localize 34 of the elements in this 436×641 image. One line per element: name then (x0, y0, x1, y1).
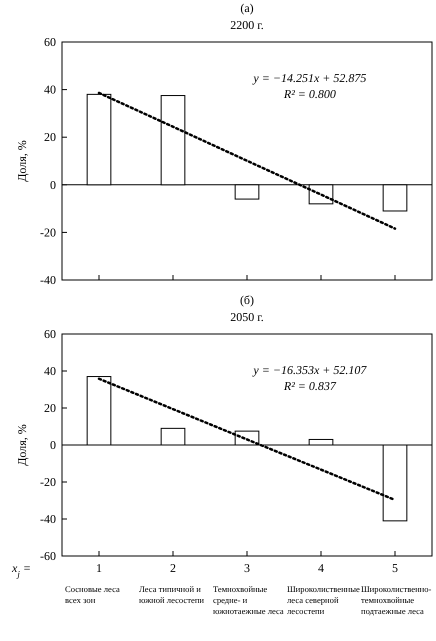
y-tick-label: 40 (44, 82, 56, 97)
text: Широколиственно-темнохвойные подтаежные леса (361, 584, 432, 616)
text: Леса типичной и южной лесостепи (139, 584, 204, 605)
x-axis-title: x$_{j}$ = (11, 561, 31, 579)
chart-subtitle: 2050 г. (230, 310, 264, 324)
y-tick-label: -20 (40, 225, 56, 240)
y-tick-label: 20 (44, 401, 56, 415)
y-tick-label: -40 (40, 512, 56, 526)
annotation: R² = 0.800 (282, 87, 336, 101)
annotation: R² = 0.837 (282, 379, 337, 393)
y-axis-title: Доля, % (15, 424, 29, 466)
y-tick-label: -20 (40, 475, 56, 489)
y-axis-title: Доля, % (15, 140, 29, 182)
annotation: y = −14.251x + 52.875 (252, 71, 366, 85)
chart-subtitle: 2200 г. (230, 18, 264, 32)
chart-title: (а) (240, 1, 254, 15)
x-tick-label: 2 (170, 561, 176, 575)
y-tick-label: 40 (44, 364, 56, 378)
x-tick-label: 3 (244, 561, 250, 575)
chart-title: (б) (240, 293, 254, 307)
text: Темнохвойные средне- и южнотаежные леса (213, 584, 284, 616)
y-tick-label: 20 (44, 130, 56, 144)
x-tick-label: 4 (318, 561, 324, 575)
text: Сосновые леса всех зон (65, 584, 120, 605)
y-tick-label: 60 (44, 35, 56, 49)
y-tick-label: 60 (44, 327, 56, 341)
x-tick-label: 5 (392, 561, 398, 575)
text: Широколиственные леса северной лесостепи (287, 584, 360, 616)
x-tick-label: 1 (96, 561, 102, 575)
y-tick-label: -40 (40, 273, 56, 287)
y-tick-label: -60 (40, 549, 56, 563)
annotation: y = −16.353x + 52.107 (252, 363, 368, 377)
y-tick-label: 0 (50, 178, 56, 192)
y-tick-label: 0 (50, 438, 56, 452)
